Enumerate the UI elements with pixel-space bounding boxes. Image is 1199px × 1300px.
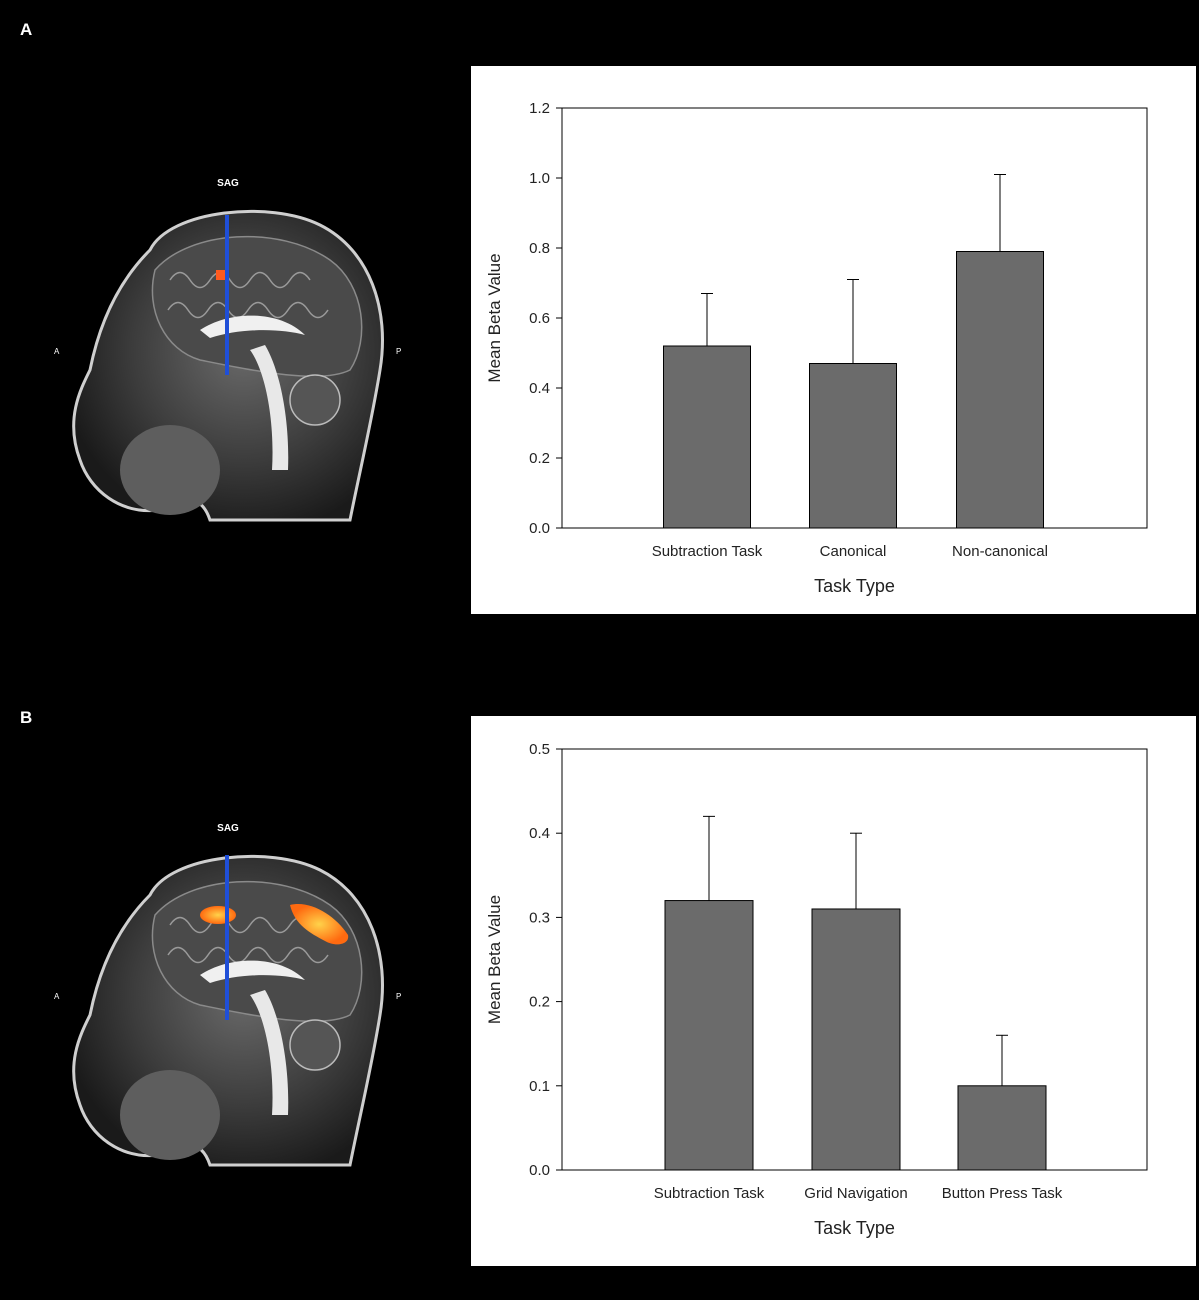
gyri-line	[167, 301, 329, 319]
gyri-line	[169, 271, 311, 289]
bar	[956, 251, 1044, 529]
x-axis-label: Task Type	[814, 1218, 895, 1238]
y-tick-label: 0.2	[529, 994, 550, 1011]
posterior-label: P	[396, 992, 401, 1001]
brainstem	[250, 345, 289, 470]
brain-mri-image-b: SAG A P	[50, 815, 420, 1180]
y-tick-label: 0.3	[529, 909, 550, 926]
panel-b-letter: B	[20, 708, 33, 727]
gyri-line	[167, 946, 329, 964]
y-tick-label: 0.0	[529, 520, 550, 537]
y-tick-label: 0.0	[529, 1162, 550, 1179]
bar	[663, 345, 751, 529]
bar	[664, 900, 754, 1171]
y-tick-label: 0.4	[529, 380, 550, 397]
lower-head	[120, 1070, 220, 1160]
sag-label: SAG	[217, 823, 239, 834]
cerebellum	[289, 1019, 341, 1071]
brain-illustration-a: SAG A P	[54, 178, 401, 522]
y-tick-label: 1.2	[529, 100, 550, 117]
x-category-label: Subtraction Task	[652, 543, 763, 560]
bar	[957, 1085, 1047, 1171]
x-category-label: Grid Navigation	[804, 1185, 907, 1202]
bar-chart-a: 0.0 0.2 0.4 0.6 0.8 1.0 1.2 Subtraction Task Can…	[485, 100, 1148, 596]
brain-illustration-b: SAG A P	[54, 823, 401, 1167]
activation-spot-parietal	[290, 904, 349, 945]
y-tick-label: 0.4	[529, 825, 550, 842]
lower-head	[120, 425, 220, 515]
chart-a-container: 0.0 0.2 0.4 0.6 0.8 1.0 1.2 Subtraction Task Can…	[471, 66, 1196, 614]
y-axis-label: Mean Beta Value	[485, 253, 504, 382]
sag-label: SAG	[217, 178, 239, 189]
y-tick-label: 1.0	[529, 170, 550, 187]
x-axis-label: Task Type	[814, 576, 895, 596]
x-category-label: Button Press Task	[942, 1185, 1063, 1202]
y-tick-label: 0.2	[529, 450, 550, 467]
chart-b-container: 0.0 0.1 0.2 0.3 0.4 0.5 Subtraction Task Grid N…	[471, 716, 1196, 1266]
y-tick-label: 0.5	[529, 741, 550, 758]
y-tick-label: 0.6	[529, 310, 550, 327]
panel-a-letter: A	[20, 20, 33, 39]
x-category-label: Canonical	[820, 543, 887, 560]
cerebellum	[289, 374, 341, 426]
activation-spot-frontal	[200, 906, 236, 924]
activation-spot	[216, 270, 226, 280]
x-category-label: Subtraction Task	[654, 1185, 765, 1202]
y-axis-label: Mean Beta Value	[485, 895, 504, 1024]
x-category-label: Non-canonical	[952, 543, 1048, 560]
brain-mri-image-a: SAG A P	[50, 170, 420, 535]
brainstem	[250, 990, 289, 1115]
y-tick-label: 0.8	[529, 240, 550, 257]
gyri-line	[169, 916, 311, 934]
anterior-label: A	[54, 347, 60, 356]
bar	[809, 363, 897, 529]
posterior-label: P	[396, 347, 401, 356]
anterior-label: A	[54, 992, 60, 1001]
cerebrum	[151, 235, 363, 378]
bar	[811, 908, 901, 1171]
bar-chart-b: 0.0 0.1 0.2 0.3 0.4 0.5 Subtraction Task Grid N…	[485, 741, 1148, 1238]
y-tick-label: 0.1	[529, 1078, 550, 1095]
